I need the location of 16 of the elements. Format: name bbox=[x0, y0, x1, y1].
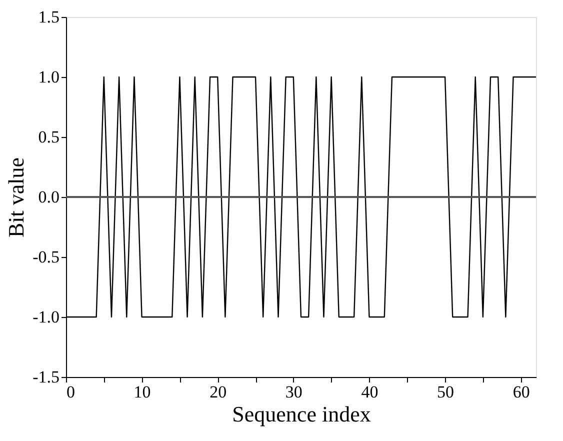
y-tick-label: 0.0 bbox=[38, 188, 60, 206]
x-axis-title: Sequence index bbox=[232, 402, 371, 426]
y-tick-label: 0.5 bbox=[38, 128, 60, 146]
x-tick-label: 60 bbox=[512, 382, 530, 402]
y-tick-label: 1.5 bbox=[38, 8, 60, 26]
x-tick-label: 20 bbox=[210, 382, 227, 402]
x-tick-label: 30 bbox=[285, 382, 302, 402]
x-tick-label: 10 bbox=[134, 382, 151, 402]
y-tick-label: -0.5 bbox=[32, 248, 60, 266]
y-tick-label: -1.0 bbox=[32, 308, 60, 326]
x-tick-label: 0 bbox=[66, 382, 75, 402]
y-tick-label: 1.0 bbox=[38, 68, 60, 86]
x-tick-label: 40 bbox=[361, 382, 378, 402]
y-axis-title: Bit value bbox=[4, 157, 29, 238]
y-tick-label: -1.5 bbox=[32, 368, 60, 386]
x-tick-label: 50 bbox=[437, 382, 454, 402]
